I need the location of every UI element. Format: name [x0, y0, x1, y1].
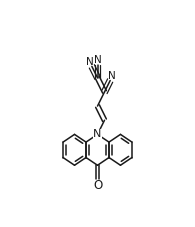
Text: N: N	[108, 71, 116, 81]
Text: O: O	[93, 179, 102, 192]
Text: N: N	[86, 57, 94, 67]
Text: N: N	[93, 129, 102, 139]
Text: N: N	[94, 55, 101, 65]
